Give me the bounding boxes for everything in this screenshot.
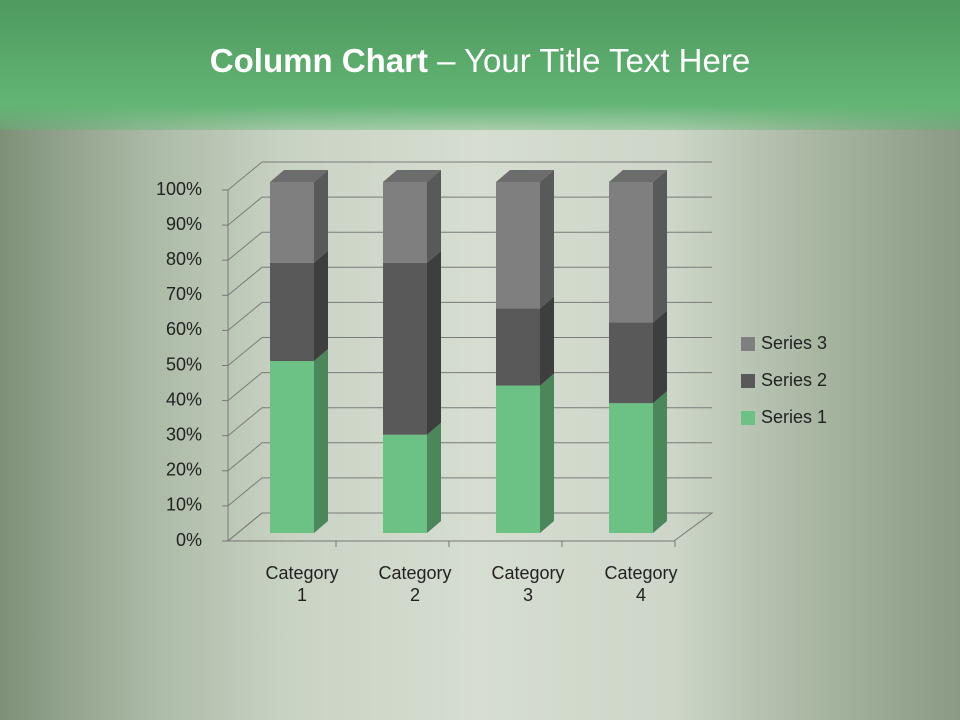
bar	[383, 262, 427, 435]
grid-line	[227, 337, 712, 366]
bar-side	[427, 250, 441, 435]
bar	[383, 182, 427, 263]
bar-side	[540, 373, 554, 533]
legend-swatch	[741, 374, 755, 388]
bar	[383, 434, 427, 533]
y-tick-label: 40%	[166, 389, 202, 409]
x-tick-label: Category 2	[378, 563, 452, 605]
bar	[270, 182, 314, 263]
legend-label: Series 3	[761, 333, 827, 353]
bar-top	[383, 170, 441, 182]
y-tick-label: 80%	[166, 249, 202, 269]
bar-side	[314, 250, 328, 362]
grid-line	[227, 161, 712, 191]
bar-side	[540, 170, 554, 309]
bar-top	[270, 170, 328, 182]
grid-line	[227, 301, 712, 331]
y-tick-label: 30%	[166, 424, 202, 444]
legend-swatch	[741, 337, 755, 351]
bar	[270, 361, 314, 533]
bar	[496, 308, 540, 386]
bar-side	[653, 170, 667, 323]
bar	[270, 262, 314, 362]
title-bold: Column Chart	[209, 42, 428, 79]
grid-line	[227, 512, 712, 542]
bar-side	[314, 349, 328, 533]
legend-label: Series 1	[761, 407, 827, 427]
grid-line	[227, 372, 712, 401]
bar	[496, 385, 540, 533]
grid-line	[227, 477, 712, 507]
y-tick-label: 60%	[166, 319, 202, 339]
y-tick-label: 20%	[166, 460, 202, 480]
title-rest: – Your Title Text Here	[437, 42, 751, 79]
bar-side	[540, 296, 554, 386]
grid-line	[227, 231, 712, 261]
bar	[609, 182, 653, 323]
legend-label: Series 2	[761, 370, 827, 390]
slide-title: Column Chart – Your Title Text Here	[0, 42, 960, 80]
bar-top	[609, 170, 667, 182]
title-bar	[0, 0, 960, 130]
bar	[609, 403, 653, 533]
grid-line	[227, 196, 712, 226]
bar-side	[427, 170, 441, 263]
y-tick-label: 70%	[166, 284, 202, 304]
bar	[496, 182, 540, 309]
bar-side	[314, 170, 328, 263]
x-tick-label: Category 3	[491, 563, 565, 605]
bar-side	[427, 422, 441, 533]
bar-side	[653, 310, 667, 404]
y-tick-label: 0%	[176, 530, 202, 550]
bar-top	[496, 170, 554, 182]
y-tick-label: 90%	[166, 214, 202, 234]
bar	[609, 322, 653, 404]
grid-line	[227, 407, 712, 437]
grid-line	[227, 266, 712, 296]
grid-line	[227, 442, 712, 472]
x-tick-label: Category 1	[265, 563, 339, 605]
x-tick-label: Category 4	[604, 563, 678, 605]
y-tick-label: 50%	[166, 354, 202, 374]
legend-swatch	[741, 411, 755, 425]
y-tick-label: 10%	[166, 495, 202, 515]
y-tick-label: 100%	[156, 179, 202, 199]
bar-side	[653, 391, 667, 533]
